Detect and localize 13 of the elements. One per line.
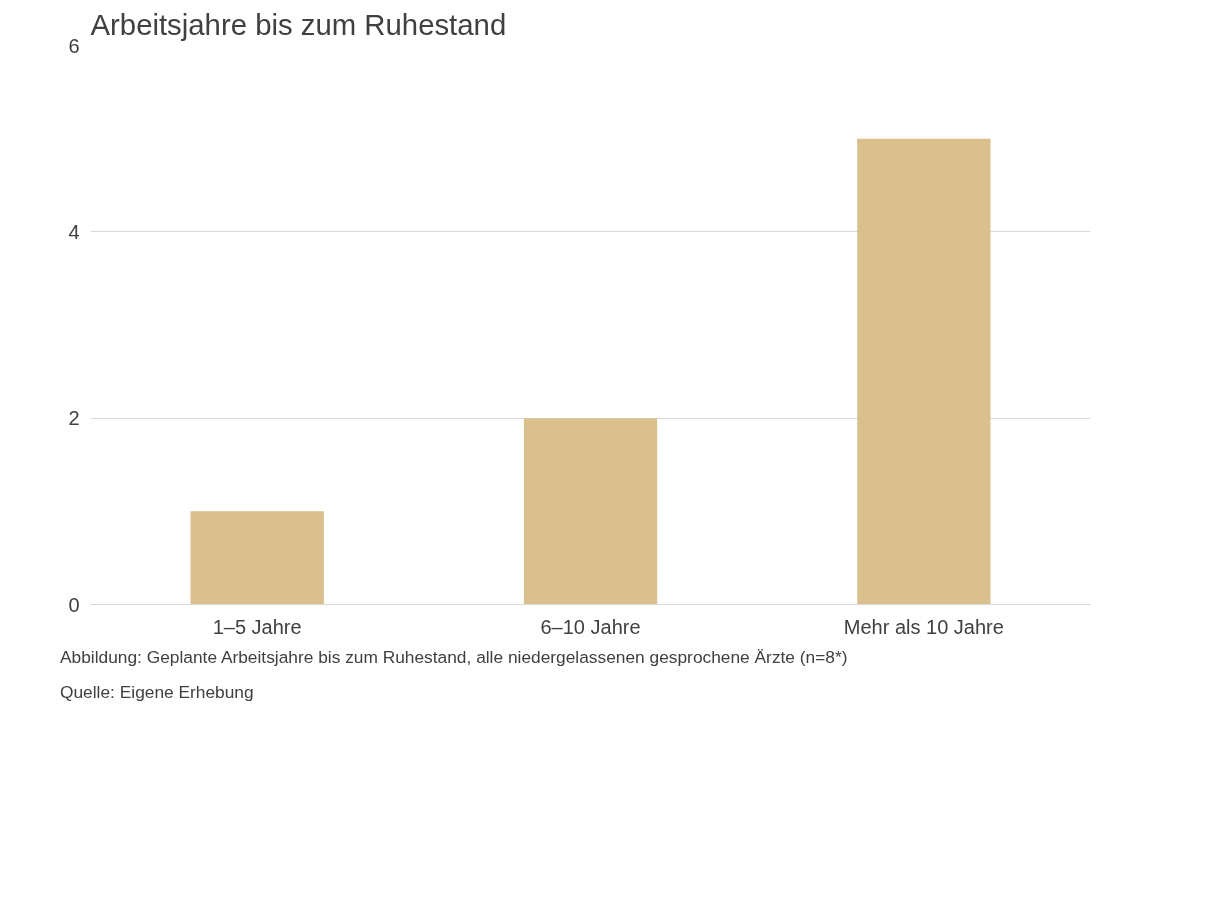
bar — [523, 418, 658, 605]
y-tick-label: 6 — [68, 34, 80, 57]
x-tick-label: 1–5 Jahre — [212, 615, 302, 638]
x-tick-label: Mehr als 10 Jahre — [843, 615, 1004, 638]
bar — [857, 138, 991, 605]
bar — [190, 511, 324, 605]
chart-title: Arbeitsjahre bis zum Ruhestand — [90, 7, 507, 41]
source-note: Quelle: Eigene Erhebung — [60, 680, 254, 704]
y-tick-label: 0 — [68, 593, 80, 616]
text: Abbildung: Geplante Arbeitsjahre bis zum Ruhestand, alle niedergelassenen gesprochene Ärzte (n=8*) — [60, 646, 848, 669]
x-tick-label: 6–10 Jahre — [540, 615, 641, 638]
y-tick-label: 4 — [68, 220, 80, 243]
y-tick-label: 2 — [68, 407, 80, 430]
